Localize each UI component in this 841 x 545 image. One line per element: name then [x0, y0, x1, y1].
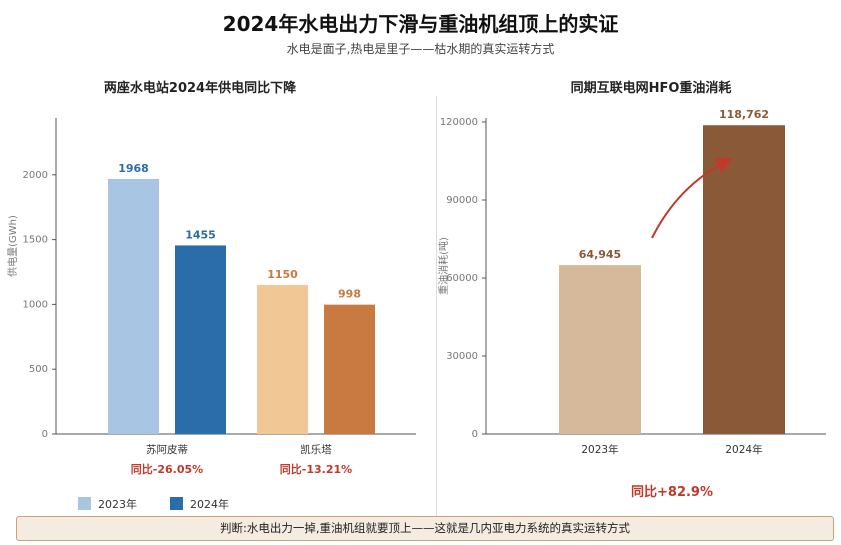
bar-0-1 [175, 245, 226, 434]
right-y-tick-label: 90000 [446, 195, 478, 206]
right-y-tick-label: 120000 [440, 117, 478, 128]
left-y-tick-label: 2000 [23, 170, 48, 181]
legend-label-2024: 2024年 [190, 497, 229, 511]
left-yoy-label: 同比-26.05% [131, 462, 203, 476]
left-y-tick-label: 1500 [23, 235, 48, 246]
subtitle: 水电是面子,热电是里子——枯水期的真实运转方式 [286, 42, 555, 56]
panel-divider [436, 96, 437, 516]
left-y-tick-label: 0 [42, 429, 48, 440]
hfo-data-label: 64,945 [579, 248, 621, 261]
left-category-label: 苏阿皮蒂 [146, 443, 188, 456]
left-yoy-label: 同比-13.21% [280, 462, 352, 476]
bar-1-0 [257, 284, 308, 434]
verdict-banner: 判断:水电出力一掉,重油机组就要顶上——这就是几内亚电力系统的真实运转方式 [16, 516, 834, 541]
right-y-tick-label: 0 [472, 429, 478, 440]
right-y-tick-label: 60000 [446, 273, 478, 284]
left-chart-title: 两座水电站2024年供电同比下降 [104, 80, 297, 96]
left-y-tick-label: 1000 [23, 299, 48, 310]
right-category-label: 2024年 [725, 443, 762, 456]
legend-label-2023: 2023年 [98, 497, 137, 511]
bar-1-1 [324, 304, 375, 434]
bar-0-0 [108, 178, 159, 434]
data-label: 1455 [185, 228, 216, 241]
left-y-axis-title: 供电量(GWh) [6, 215, 19, 277]
hfo-bar-1 [703, 125, 785, 434]
increase-arrow [651, 158, 733, 239]
hfo-bar-0 [559, 265, 641, 434]
legend-swatch-2023 [78, 497, 91, 510]
legend-swatch-2024 [170, 497, 183, 510]
data-label: 1968 [118, 162, 149, 175]
main-title: 2024年水电出力下滑与重油机组顶上的实证 [222, 12, 619, 36]
right-yoy-label: 同比+82.9% [631, 484, 713, 500]
left-chart: 两座水电站2024年供电同比下降 供电量(GWh) 0 500 1000 1500 20… [6, 80, 416, 511]
right-chart-title: 同期互联电网HFO重油消耗 [571, 80, 732, 96]
right-category-label: 2023年 [581, 443, 618, 456]
right-y-axis-title: 重油消耗(吨) [437, 237, 450, 295]
hfo-data-label: 118,762 [719, 108, 769, 121]
right-y-tick-label: 30000 [446, 351, 478, 362]
data-label: 998 [338, 288, 361, 301]
left-category-label: 凯乐塔 [300, 443, 332, 456]
left-y-tick-label: 500 [29, 364, 48, 375]
right-chart: 同期互联电网HFO重油消耗 重油消耗(吨) 0 30000 60000 90000 12… [437, 80, 826, 500]
data-label: 1150 [267, 268, 298, 281]
